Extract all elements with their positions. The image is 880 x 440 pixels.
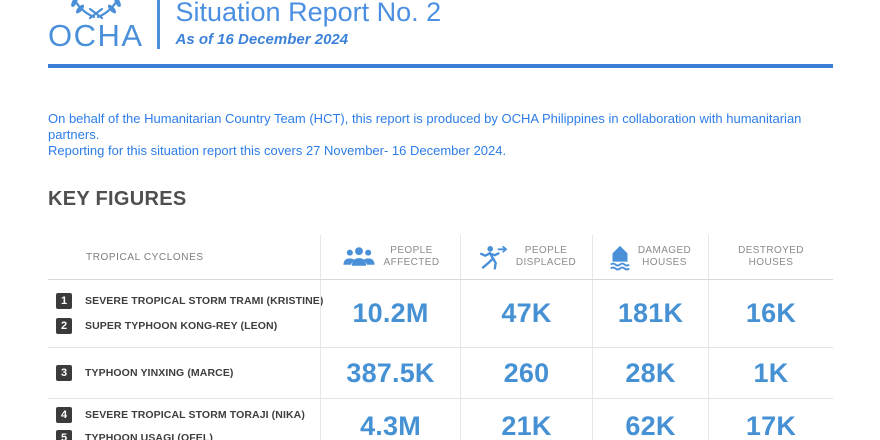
- un-emblem-icon: [48, 0, 148, 19]
- value-people-displaced: 260: [460, 348, 592, 398]
- report-subtitle: As of 16 December 2024: [175, 31, 349, 48]
- cyclone-number-badge: 4: [56, 406, 72, 423]
- header-rule: [48, 64, 833, 68]
- header-destroyed-houses: DESTROYED HOUSES: [708, 235, 833, 279]
- cyclone-entry: 5 TYPHOON USAGI (OFEL): [56, 429, 213, 440]
- report-title: Situation Report No. 2: [175, 0, 442, 27]
- value-people-displaced: 21K: [460, 399, 592, 440]
- value-people-affected: 4.3M: [320, 399, 460, 440]
- header-label: PEOPLE DISPLACED: [515, 245, 577, 268]
- table-row: 3 TYPHOON YINXING (MARCE) 387.5K 260 28K…: [48, 348, 833, 399]
- ocha-logo: OCHA: [48, 0, 157, 51]
- value-damaged-houses: 181K: [592, 280, 708, 347]
- header-damaged-houses: DAMAGED HOUSES: [592, 235, 708, 279]
- header-label: DESTROYED HOUSES: [738, 245, 804, 268]
- value-damaged-houses: 62K: [592, 399, 708, 440]
- header-label: DAMAGED HOUSES: [637, 245, 692, 268]
- header-label: PEOPLE AFFECTED: [383, 245, 440, 268]
- person-running-icon: [477, 245, 508, 270]
- table-body: 1 SEVERE TROPICAL STORM TRAMI (KRISTINE)…: [48, 280, 833, 440]
- intro-line-2: Reporting for this situation report this…: [48, 143, 507, 158]
- header-tropical-cyclones: TROPICAL CYCLONES: [86, 251, 204, 263]
- cyclone-cell: 3 TYPHOON YINXING (MARCE): [48, 348, 320, 398]
- cyclone-number-badge: 5: [56, 429, 72, 440]
- cyclone-name: TYPHOON YINXING (MARCE): [85, 367, 234, 379]
- ocha-wordmark: OCHA: [48, 18, 144, 53]
- cyclone-entry: 4 SEVERE TROPICAL STORM TORAJI (NIKA): [56, 406, 305, 423]
- cyclone-cell: 1 SEVERE TROPICAL STORM TRAMI (KRISTINE)…: [48, 280, 323, 347]
- cyclone-entry: 2 SUPER TYPHOON KONG-REY (LEON): [56, 318, 277, 334]
- value-people-affected: 387.5K: [320, 348, 460, 398]
- header-people-displaced: PEOPLE DISPLACED: [460, 235, 592, 279]
- value-people-displaced: 47K: [460, 280, 592, 347]
- intro-paragraph: On behalf of the Humanitarian Country Te…: [48, 111, 833, 159]
- value-damaged-houses: 28K: [592, 348, 708, 398]
- flooded-house-icon: [610, 244, 630, 271]
- masthead: OCHA Situation Report No. 2 As of 16 Dec…: [48, 0, 833, 52]
- value-people-affected: 10.2M: [320, 280, 460, 347]
- cyclone-number-badge: 3: [56, 365, 72, 381]
- cyclone-name: SUPER TYPHOON KONG-REY (LEON): [85, 320, 278, 332]
- cyclone-name: SEVERE TROPICAL STORM TRAMI (KRISTINE): [85, 295, 324, 307]
- key-figures-table: TROPICAL CYCLONES PEOPLE AFFEC: [48, 235, 833, 440]
- cyclone-entry: 3 TYPHOON YINXING (MARCE): [56, 365, 234, 381]
- value-destroyed-houses: 16K: [708, 280, 833, 347]
- cyclone-entry: 1 SEVERE TROPICAL STORM TRAMI (KRISTINE): [56, 293, 324, 309]
- cyclone-name: TYPHOON USAGI (OFEL): [85, 431, 213, 440]
- value-destroyed-houses: 17K: [708, 399, 833, 440]
- intro-line-1: On behalf of the Humanitarian Country Te…: [48, 111, 802, 142]
- key-figures-heading: KEY FIGURES: [48, 188, 187, 210]
- title-block: Situation Report No. 2 As of 16 December…: [160, 0, 442, 48]
- value-destroyed-houses: 1K: [708, 348, 833, 398]
- cyclone-cell: 4 SEVERE TROPICAL STORM TORAJI (NIKA) 5 …: [48, 399, 320, 440]
- table-row: 4 SEVERE TROPICAL STORM TORAJI (NIKA) 5 …: [48, 399, 833, 440]
- cyclone-number-badge: 2: [56, 318, 72, 334]
- table-header-row: TROPICAL CYCLONES PEOPLE AFFEC: [48, 235, 833, 280]
- table-row: 1 SEVERE TROPICAL STORM TRAMI (KRISTINE)…: [48, 280, 833, 348]
- cyclone-number-badge: 1: [56, 293, 72, 309]
- people-group-icon: [342, 246, 376, 268]
- header-people-affected: PEOPLE AFFECTED: [320, 235, 460, 279]
- cyclone-name: SEVERE TROPICAL STORM TORAJI (NIKA): [85, 408, 305, 421]
- masthead-divider: [157, 0, 160, 49]
